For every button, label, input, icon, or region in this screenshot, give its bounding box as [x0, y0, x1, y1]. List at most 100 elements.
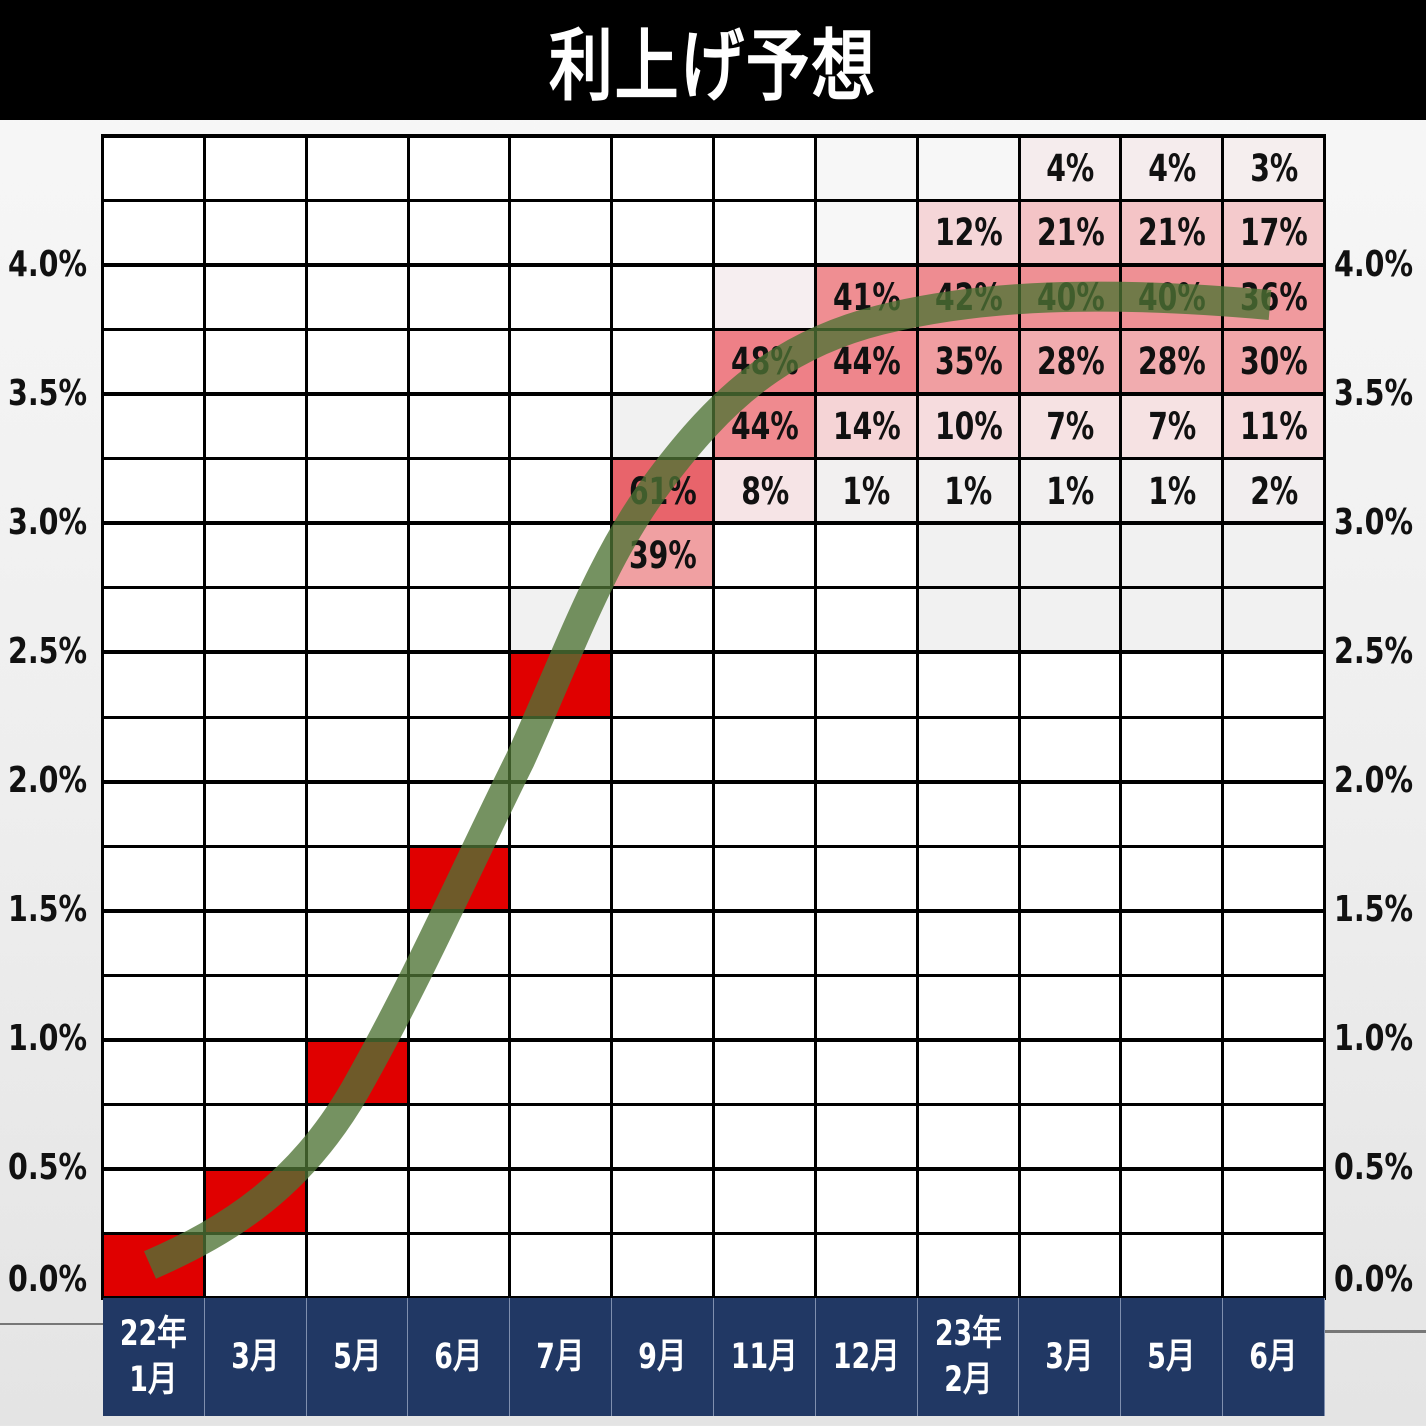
x-tick-label: 6月	[409, 1298, 511, 1416]
probability-cell: 1%	[917, 458, 1020, 524]
grid-hline	[101, 199, 1326, 203]
probability-cell: 42%	[917, 265, 1020, 330]
x-tick-label: 5月	[307, 1298, 409, 1416]
probability-label: 2%	[1250, 469, 1299, 513]
probability-label: 3%	[1250, 146, 1299, 190]
y-tick-label-right: 4.0%	[1334, 244, 1414, 285]
probability-label: 41%	[832, 275, 901, 319]
probability-cell: 44%	[815, 329, 918, 395]
shaded-cell	[510, 587, 613, 653]
grid-hline	[101, 908, 1326, 913]
probability-cell: 7%	[1019, 394, 1122, 459]
probability-cell: 1%	[1121, 458, 1224, 524]
grid-hline	[101, 1037, 1326, 1042]
probability-cell: 1%	[815, 458, 918, 524]
probability-cell: 30%	[1223, 329, 1325, 395]
probability-label: 39%	[629, 534, 697, 578]
grid-hline	[101, 1102, 1326, 1106]
probability-cell: 40%	[1019, 265, 1122, 330]
x-tick-label: 5月	[1121, 1298, 1224, 1416]
probability-cell: 28%	[1121, 329, 1224, 395]
probability-label: 42%	[934, 275, 1003, 319]
shaded-cell	[1121, 587, 1224, 653]
probability-cell: 8%	[714, 458, 816, 524]
probability-cell: 21%	[1019, 200, 1122, 266]
probability-cell: 28%	[1019, 329, 1122, 395]
probability-label: 1%	[1148, 469, 1197, 513]
y-tick-label-right: 3.5%	[1334, 373, 1414, 414]
probability-label: 4%	[1148, 146, 1197, 190]
y-tick-label-right: 1.5%	[1334, 889, 1414, 930]
realized-rate-cell	[204, 1168, 307, 1234]
probability-label: 28%	[1138, 340, 1207, 384]
x-axis: 22年 1月 3月 5月 6月 7月 9月 11月 12月 23年 2月 3月 5月 6月	[103, 1298, 1325, 1416]
probability-label: 21%	[1036, 211, 1105, 255]
shaded-cell	[1019, 523, 1122, 588]
x-tick-label: 23年 2月	[918, 1298, 1020, 1416]
probability-cell: 14%	[815, 394, 918, 459]
probability-label: 10%	[934, 404, 1003, 448]
y-tick-label-right: 2.5%	[1334, 631, 1414, 672]
probability-cell: 44%	[714, 394, 816, 459]
probability-label: 48%	[731, 340, 799, 384]
y-tick-label-left: 1.0%	[8, 1018, 88, 1059]
y-tick-label-left: 3.5%	[8, 373, 88, 414]
grid-hline	[101, 457, 1326, 461]
probability-cell: 12%	[917, 200, 1020, 266]
grid-hline	[101, 521, 1326, 526]
shaded-cell	[1223, 523, 1325, 588]
probability-cell: 61%	[612, 458, 714, 524]
probability-cell: 41%	[815, 265, 918, 330]
y-tick-label-left: 0.5%	[8, 1147, 88, 1188]
probability-label: 30%	[1240, 340, 1308, 384]
x-tick-label: 7月	[510, 1298, 613, 1416]
y-tick-label-right: 0.0%	[1334, 1259, 1414, 1300]
probability-label: 35%	[934, 340, 1003, 384]
probability-cell	[815, 136, 918, 201]
shaded-cell	[1019, 587, 1122, 653]
chart-title: 利上げ予想	[548, 22, 877, 112]
y-tick-label-right: 1.0%	[1334, 1018, 1414, 1059]
probability-cell: 17%	[1223, 200, 1325, 266]
y-tick-label-left: 2.5%	[8, 631, 88, 672]
probability-cell: 3%	[1223, 136, 1325, 201]
probability-cell: 4%	[1121, 136, 1224, 201]
x-tick-label: 22年 1月	[103, 1298, 205, 1416]
probability-label: 7%	[1046, 404, 1095, 448]
realized-rate-cell	[306, 1039, 409, 1105]
probability-label: 44%	[832, 340, 901, 384]
grid-hline	[101, 1166, 1326, 1171]
x-tick-label: 6月	[1223, 1298, 1325, 1416]
grid-hline	[101, 973, 1326, 977]
probability-label: 28%	[1036, 340, 1105, 384]
y-tick-label-left: 2.0%	[8, 760, 88, 801]
x-tick-label: 12月	[816, 1298, 918, 1416]
y-tick-label-left: 0.0%	[8, 1259, 88, 1300]
probability-label: 40%	[1036, 275, 1105, 319]
probability-cell	[917, 136, 1020, 201]
y-tick-label-left: 3.0%	[8, 502, 88, 543]
probability-cell: 36%	[1223, 265, 1325, 330]
shaded-cell	[1223, 587, 1325, 653]
probability-label: 17%	[1240, 211, 1308, 255]
probability-label: 44%	[731, 404, 799, 448]
x-tick-label: 3月	[205, 1298, 307, 1416]
probability-cell: 7%	[1121, 394, 1224, 459]
grid-hline	[101, 586, 1326, 590]
y-tick-label-right: 0.5%	[1334, 1147, 1414, 1188]
probability-cell: 11%	[1223, 394, 1325, 459]
shaded-cell	[612, 394, 714, 459]
grid-hline	[101, 715, 1326, 719]
probability-label: 1%	[842, 469, 891, 513]
probability-label: 21%	[1138, 211, 1207, 255]
probability-label: 7%	[1148, 404, 1197, 448]
probability-cell: 10%	[917, 394, 1020, 459]
probability-cell: 2%	[1223, 458, 1325, 524]
probability-label: 8%	[740, 469, 789, 513]
grid-hline	[101, 263, 1326, 268]
grid-hline	[101, 779, 1326, 784]
probability-label: 40%	[1138, 275, 1207, 319]
probability-cell	[815, 200, 918, 266]
y-tick-label-left: 4.0%	[8, 244, 88, 285]
realized-rate-cell	[510, 652, 613, 717]
